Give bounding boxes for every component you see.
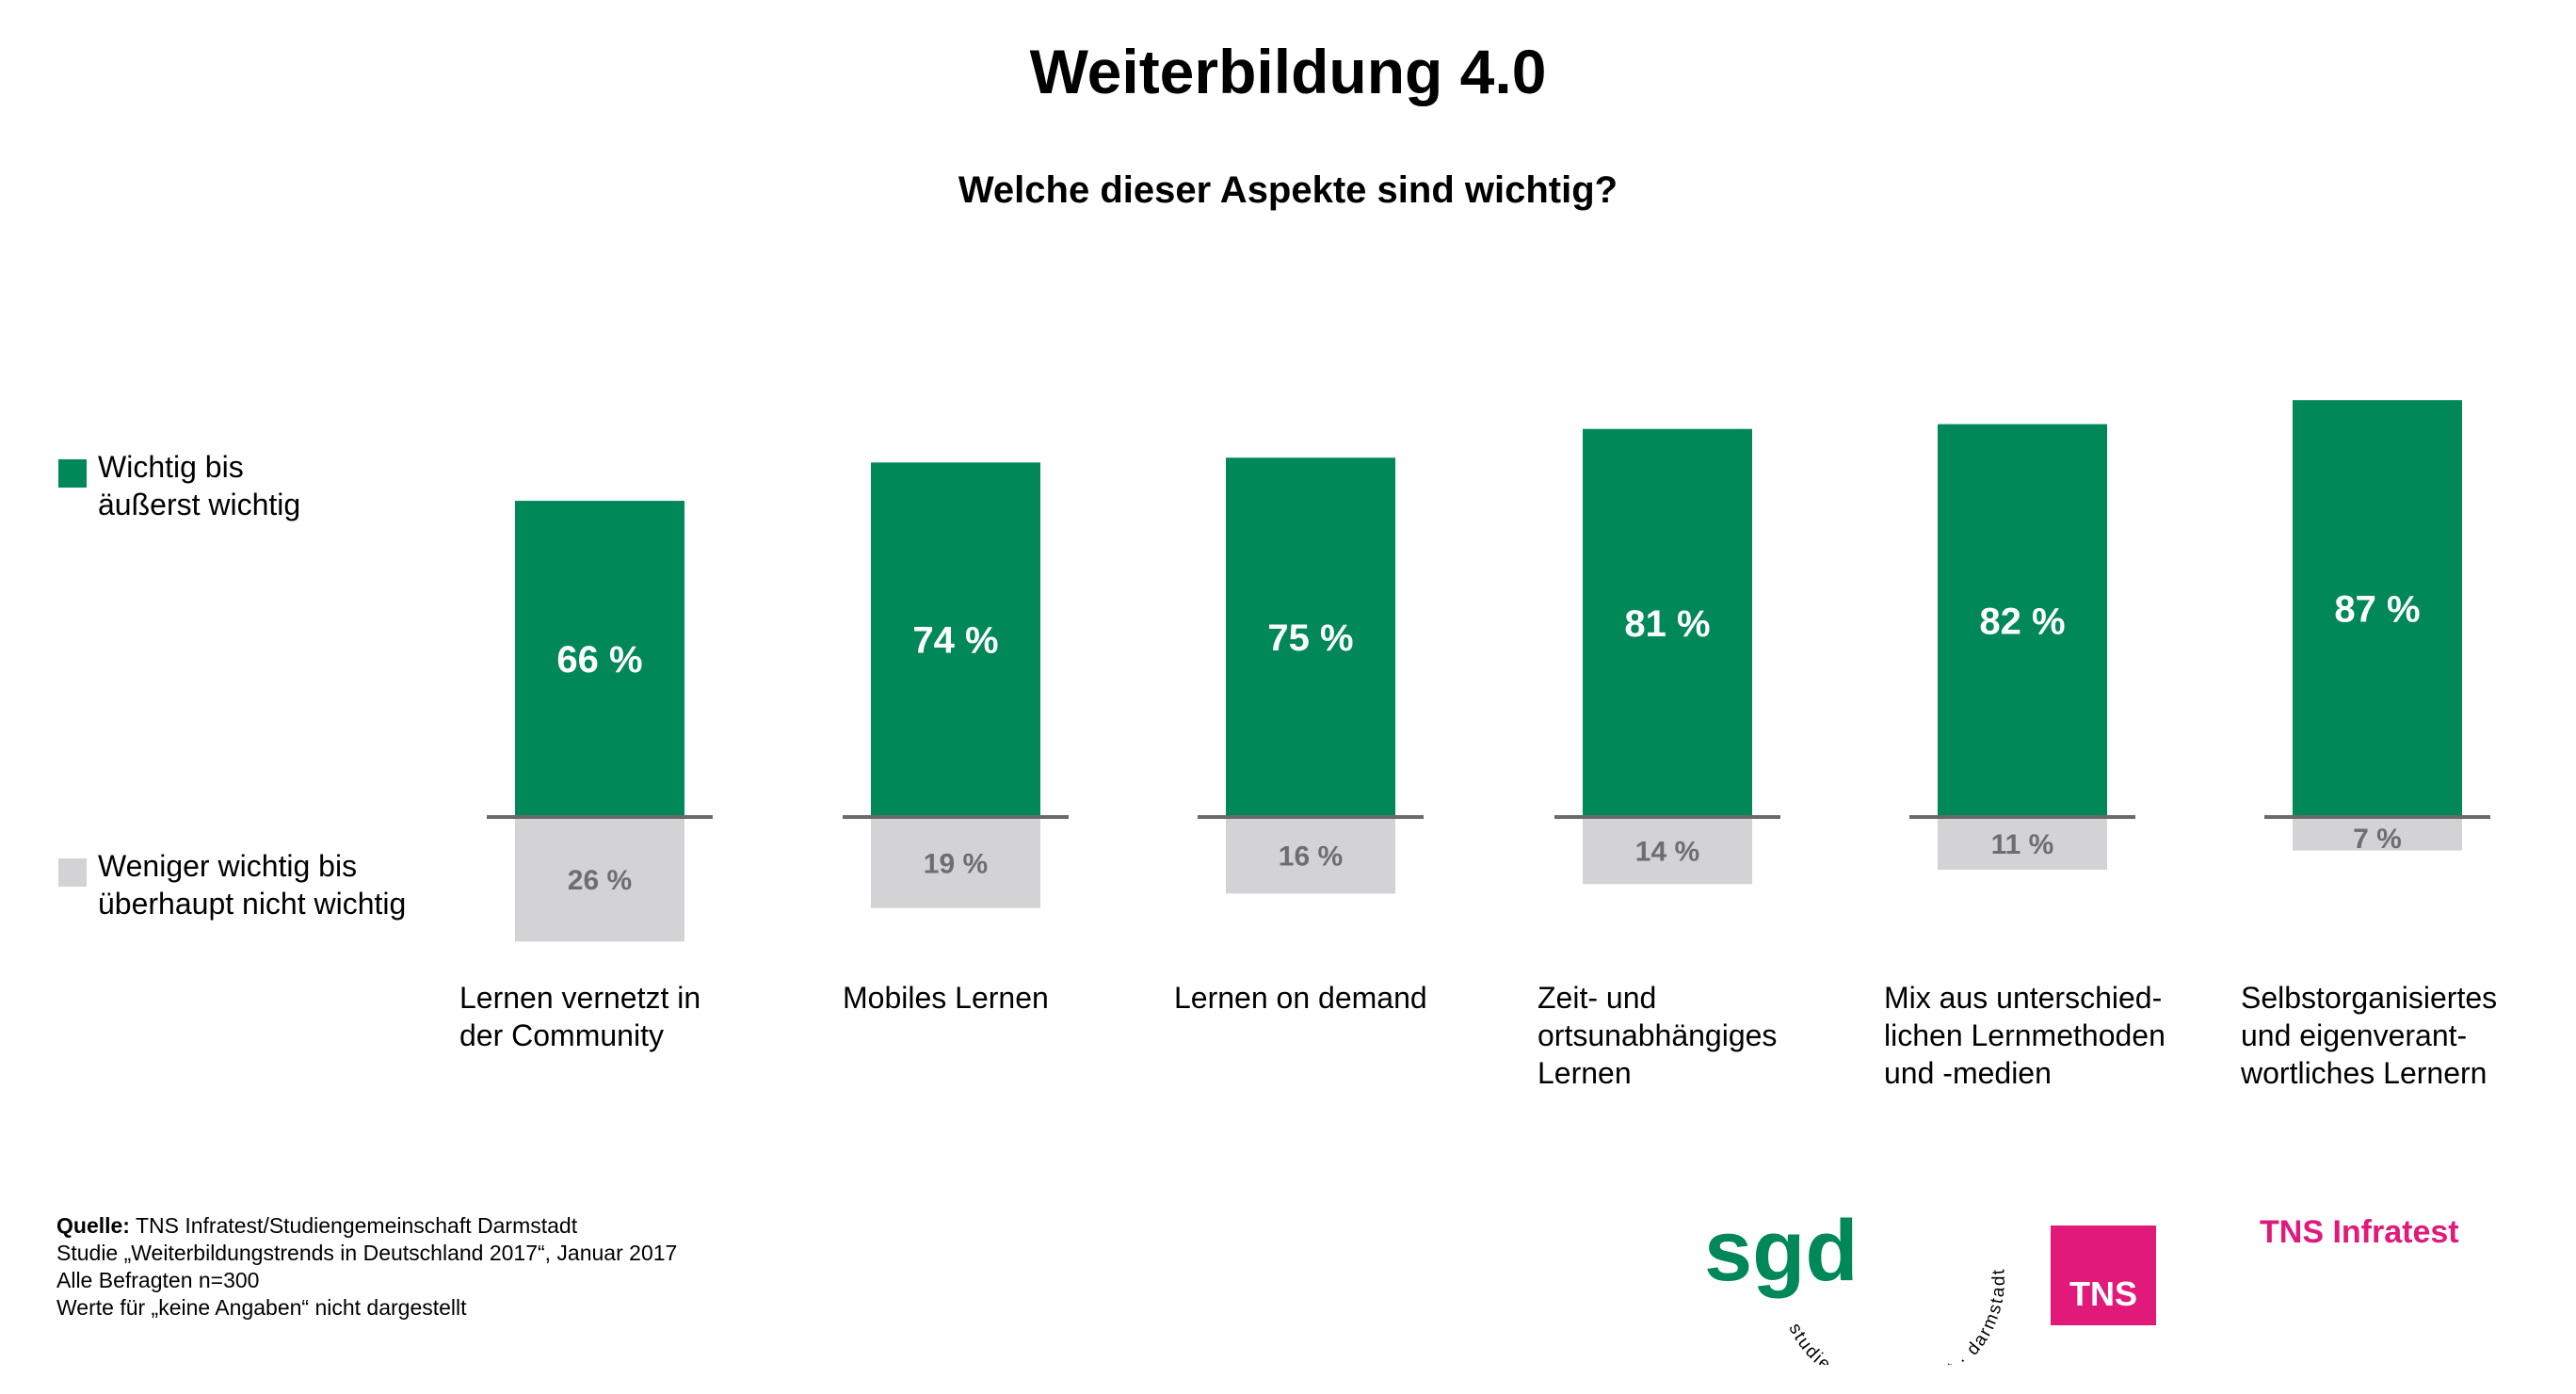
bar-negative (1226, 817, 1395, 894)
data-label-negative: 14 % (1635, 837, 1699, 868)
bar-positive (1583, 428, 1752, 817)
legend-label-negative: Weniger wichtig bis überhaupt nicht wich… (98, 849, 407, 921)
legend-swatch-negative (58, 858, 87, 887)
bar-negative (1938, 817, 2107, 870)
source-line-2: Studie „Weiterbildungstrends in Deutschl… (56, 1241, 678, 1265)
legend-swatch-positive (58, 459, 87, 488)
source-label: Quelle: (56, 1213, 130, 1238)
tns-logo: TNS (2051, 1226, 2156, 1325)
tns-infratest-logo: TNS Infratest (2260, 1214, 2459, 1250)
data-label-positive: 81 % (1624, 603, 1710, 645)
data-label-positive: 87 % (2334, 589, 2420, 631)
category-label: Lernen on demand (1174, 981, 1427, 1015)
data-label-positive: 66 % (556, 639, 642, 681)
source-line-4: Werte für „keine Angaben“ nicht dargeste… (56, 1295, 467, 1320)
data-label-negative: 7 % (2353, 824, 2402, 855)
bar-positive (515, 501, 684, 817)
category-label: Mix aus unterschied- lichen Lernmethoden… (1884, 981, 2165, 1090)
source-line-3: Alle Befragten n=300 (56, 1268, 260, 1292)
legend-item-positive: Wichtig bis äußerst wichtig (58, 448, 493, 523)
category-label: Mobiles Lernen (843, 981, 1049, 1015)
category-label: Lernen vernetzt in der Community (459, 981, 701, 1052)
bar-positive (1938, 424, 2107, 817)
data-label-negative: 11 % (1991, 829, 2054, 860)
sgd-logo-text: sgd (1704, 1203, 1859, 1299)
data-label-negative: 19 % (924, 848, 988, 879)
bar-positive (2293, 400, 2462, 817)
data-label-negative: 16 % (1279, 841, 1343, 873)
bar-negative (871, 817, 1040, 908)
data-label-positive: 82 % (1979, 601, 2065, 642)
bar-negative (515, 817, 684, 942)
bar-negative (2293, 817, 2462, 851)
chart-title: Weiterbildung 4.0 (1029, 37, 1547, 106)
source-line-1: TNS Infratest/Studiengemeinschaft Darmst… (135, 1213, 578, 1238)
bar-positive (871, 462, 1040, 817)
tns-logo-text: TNS (2069, 1274, 2137, 1313)
source-note: Quelle: TNS Infratest/Studiengemeinschaf… (56, 1212, 677, 1322)
data-label-positive: 74 % (912, 620, 998, 662)
sgd-logo: sgd studiengemeinschaft · darmstadt (1704, 1203, 2005, 1365)
bar-positive (1226, 457, 1395, 817)
bar-negative (1583, 817, 1752, 885)
category-label: Selbstorganisiertes und eigenverant- wor… (2241, 981, 2498, 1090)
data-label-positive: 75 % (1267, 617, 1353, 659)
chart-subtitle: Welche dieser Aspekte sind wichtig? (958, 169, 1618, 211)
category-label: Zeit- und ortsunabhängiges Lernen (1538, 981, 1778, 1090)
data-label-negative: 26 % (568, 865, 632, 896)
legend-item-negative: Weniger wichtig bis überhaupt nicht wich… (58, 847, 493, 922)
legend-label-positive: Wichtig bis äußerst wichtig (98, 450, 301, 521)
